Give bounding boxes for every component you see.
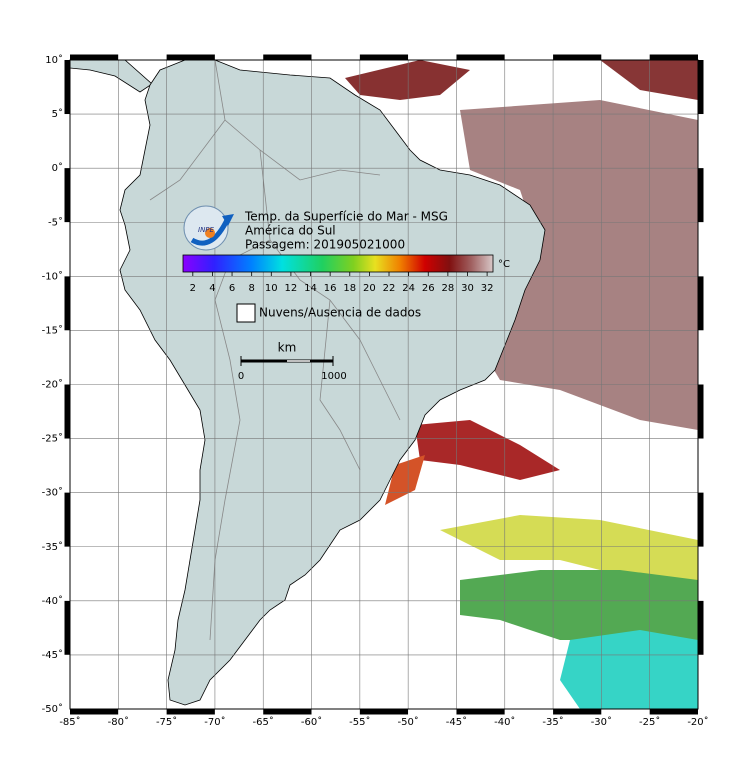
lon-tick-label: -75˚ <box>156 716 177 728</box>
lon-tick-label: -65˚ <box>253 716 274 728</box>
lat-tick-label: -35˚ <box>42 541 63 553</box>
lat-tick-label: -45˚ <box>42 649 63 661</box>
lat-tick-label: -15˚ <box>42 324 63 336</box>
colorbar <box>182 254 494 273</box>
borders <box>149 60 401 641</box>
lon-tick-label: -25˚ <box>639 716 660 728</box>
logo-text: INPE <box>198 226 215 234</box>
lon-tick-label: -80˚ <box>108 716 129 728</box>
scale-unit: km <box>278 341 297 355</box>
scale-bar <box>240 356 334 366</box>
lon-tick-label: -50˚ <box>397 716 418 728</box>
colorbar-tick-label: 12 <box>285 283 298 294</box>
legend-box <box>236 303 256 323</box>
central-america <box>70 60 153 93</box>
map-area <box>70 60 698 709</box>
colorbar-tick-label: 20 <box>363 283 376 294</box>
lat-tick-label: 10˚ <box>45 54 63 66</box>
lon-tick-label: -55˚ <box>349 716 370 728</box>
colorbar-tick-label: 2 <box>190 283 196 294</box>
lon-tick-label: -20˚ <box>687 716 708 728</box>
lon-tick-label: -40˚ <box>494 716 515 728</box>
colorbar-tick-label: 26 <box>422 283 435 294</box>
legend-label: Nuvens/Ausencia de dados <box>259 306 421 320</box>
title-line: Temp. da Superfície do Mar - MSG <box>244 210 448 224</box>
title-line: Passagem: 201905021000 <box>245 238 405 252</box>
scale-label: 1000 <box>321 371 346 382</box>
scale-label: 0 <box>238 371 244 382</box>
lat-tick-label: 0˚ <box>52 162 63 174</box>
lon-tick-label: -30˚ <box>591 716 612 728</box>
colorbar-tick-label: 6 <box>229 283 235 294</box>
lon-tick-label: -60˚ <box>301 716 322 728</box>
colorbar-tick-label: 30 <box>461 283 474 294</box>
colorbar-unit: °C <box>498 259 510 270</box>
title-line: América do Sul <box>245 224 336 238</box>
colorbar-tick-label: 18 <box>343 283 356 294</box>
lon-tick-label: -85˚ <box>59 716 80 728</box>
lat-tick-label: -30˚ <box>42 487 63 499</box>
lat-tick-label: -10˚ <box>42 270 63 282</box>
colorbar-tick-label: 16 <box>324 283 337 294</box>
lat-tick-label: 5˚ <box>52 108 63 120</box>
colorbar-tick-label: 4 <box>209 283 215 294</box>
colorbar-tick-label: 14 <box>304 283 317 294</box>
lon-tick-label: -45˚ <box>446 716 467 728</box>
lat-tick-label: -50˚ <box>42 703 63 715</box>
lat-tick-label: -40˚ <box>42 595 63 607</box>
lat-tick-label: -5˚ <box>48 216 63 228</box>
colorbar-tick-label: 24 <box>402 283 415 294</box>
lon-tick-label: -70˚ <box>204 716 225 728</box>
lat-tick-label: -25˚ <box>42 433 63 445</box>
lat-tick-label: -20˚ <box>42 379 63 391</box>
colorbar-tick-label: 10 <box>265 283 278 294</box>
colorbar-tick-label: 8 <box>248 283 254 294</box>
colorbar-tick-label: 28 <box>442 283 455 294</box>
colorbar-tick-label: 22 <box>383 283 396 294</box>
lon-tick-label: -35˚ <box>542 716 563 728</box>
logo: INPE <box>183 205 234 251</box>
colorbar-tick-label: 32 <box>481 283 494 294</box>
